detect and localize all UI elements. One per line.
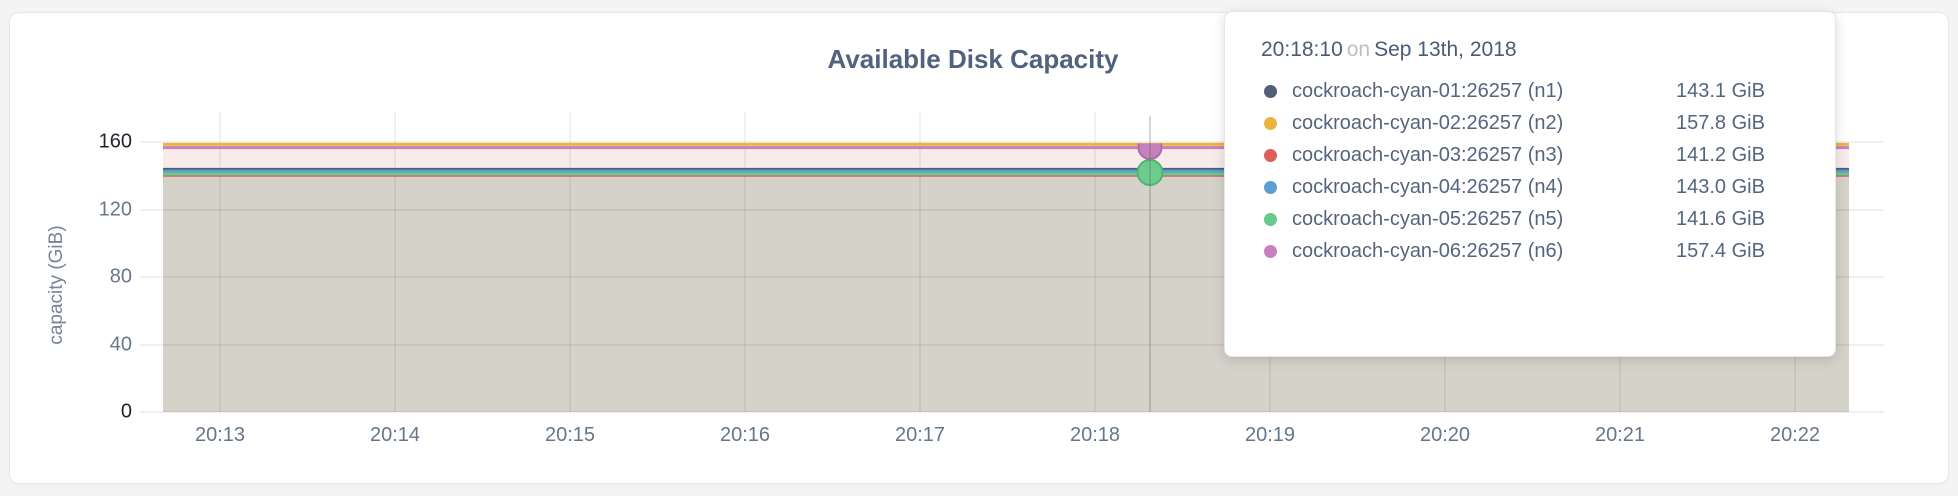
y-tick-label: 80 xyxy=(109,265,132,288)
series-name: cockroach-cyan-03:26257 (n3) xyxy=(1292,143,1564,166)
hover-markers xyxy=(1136,143,1164,186)
series-color-dot-icon xyxy=(1264,84,1277,98)
series-name: cockroach-cyan-04:26257 (n4) xyxy=(1292,175,1564,198)
x-tick-label: 20:14 xyxy=(369,424,421,446)
tooltip-series-row: cockroach-cyan-04:26257 (n4) 143.0 GiB xyxy=(1261,171,1799,203)
hover-marker-n5 xyxy=(1136,159,1164,186)
tooltip-series-row: cockroach-cyan-06:26257 (n6) 157.4 GiB xyxy=(1261,235,1799,267)
series-value: 143.1 GiB xyxy=(1676,79,1765,102)
series-color-dot-icon xyxy=(1264,148,1277,162)
x-tick-label: 20:21 xyxy=(1594,424,1646,446)
x-tick-label: 20:20 xyxy=(1419,424,1471,446)
tooltip-series-row: cockroach-cyan-02:26257 (n2) 157.8 GiB xyxy=(1261,107,1799,139)
x-tick-label: 20:13 xyxy=(194,424,246,446)
x-tick-label: 20:15 xyxy=(544,424,596,446)
series-value: 141.2 GiB xyxy=(1676,143,1765,166)
series-name: cockroach-cyan-06:26257 (n6) xyxy=(1292,239,1564,262)
x-tick-label: 20:18 xyxy=(1069,424,1121,446)
x-tick-label: 20:22 xyxy=(1769,424,1821,446)
series-name: cockroach-cyan-05:26257 (n5) xyxy=(1292,207,1564,230)
tooltip-series-row: cockroach-cyan-05:26257 (n5) 141.6 GiB xyxy=(1261,203,1799,235)
tooltip-date: Sep 13th, 2018 xyxy=(1374,38,1517,61)
tooltip-rows: cockroach-cyan-01:26257 (n1) 143.1 GiB c… xyxy=(1261,75,1799,267)
tooltip-time: 20:18:10 xyxy=(1261,38,1343,61)
y-tick-label: 120 xyxy=(98,198,132,221)
tooltip-conjunction: on xyxy=(1346,38,1371,61)
series-value: 157.8 GiB xyxy=(1676,111,1765,134)
y-tick-label: 0 xyxy=(120,400,132,423)
series-name: cockroach-cyan-01:26257 (n1) xyxy=(1292,79,1564,102)
y-axis-label: capacity (GiB) xyxy=(46,225,67,345)
chart-title: Available Disk Capacity xyxy=(827,44,1119,74)
series-color-dot-icon xyxy=(1264,180,1277,194)
series-value: 157.4 GiB xyxy=(1676,239,1765,262)
y-tick-label: 160 xyxy=(98,130,132,153)
x-tick-label: 20:16 xyxy=(719,424,771,446)
tooltip-series-row: cockroach-cyan-01:26257 (n1) 143.1 GiB xyxy=(1261,75,1799,107)
series-color-dot-icon xyxy=(1264,116,1277,130)
tooltip-series-row: cockroach-cyan-03:26257 (n3) 141.2 GiB xyxy=(1261,139,1799,171)
series-name: cockroach-cyan-02:26257 (n2) xyxy=(1292,111,1564,134)
x-tick-label: 20:17 xyxy=(894,424,946,446)
tooltip-timestamp: 20:18:10 on Sep 13th, 2018 xyxy=(1261,38,1799,62)
y-tick-label: 40 xyxy=(109,333,132,356)
series-color-dot-icon xyxy=(1264,244,1277,258)
series-value: 143.0 GiB xyxy=(1676,175,1765,198)
series-color-dot-icon xyxy=(1264,212,1277,226)
hover-tooltip: 20:18:10 on Sep 13th, 2018 cockroach-cyan-… xyxy=(1224,11,1836,357)
series-value: 141.6 GiB xyxy=(1676,207,1765,230)
x-tick-label: 20:19 xyxy=(1244,424,1296,446)
